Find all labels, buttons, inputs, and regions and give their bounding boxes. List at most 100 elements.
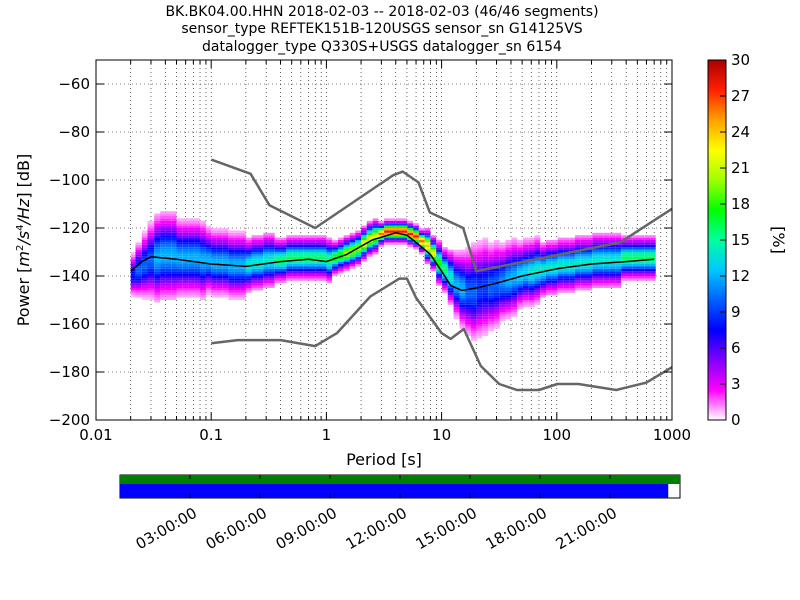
density-cell	[141, 295, 148, 298]
density-cell	[384, 232, 390, 236]
density-cell	[459, 295, 466, 298]
density-cell	[563, 288, 570, 291]
density-cell	[171, 228, 177, 231]
density-cell	[586, 278, 593, 281]
density-cell	[176, 271, 183, 274]
density-cell	[205, 254, 212, 257]
density-cell	[257, 285, 264, 288]
density-cell	[384, 225, 390, 228]
x-axis-ticks: 0.01 0.1 1 10 100 1000	[79, 60, 691, 444]
density-cell	[389, 220, 396, 224]
density-cell	[321, 266, 327, 269]
density-cell	[551, 240, 558, 243]
density-cell	[160, 252, 166, 255]
density-cell	[569, 266, 575, 269]
density-cell	[274, 276, 281, 279]
density-cell	[337, 256, 344, 260]
density-cell	[453, 295, 460, 298]
density-cell	[171, 273, 177, 276]
density-cell	[447, 297, 454, 300]
density-cell	[598, 254, 604, 257]
density-cell	[615, 240, 622, 243]
density-cell	[505, 297, 512, 300]
density-cell	[188, 240, 195, 243]
timeline-tick-label: 09:00:00	[273, 504, 340, 553]
density-cell	[528, 302, 535, 305]
density-cell	[280, 244, 287, 248]
density-cell	[194, 271, 201, 274]
density-cell	[160, 240, 166, 243]
density-cell	[488, 290, 494, 293]
density-cell	[234, 292, 241, 296]
density-cell	[326, 242, 333, 245]
density-cell	[453, 300, 460, 303]
density-cell	[436, 242, 443, 245]
density-cell	[216, 259, 223, 262]
density-cell	[511, 256, 518, 260]
density-cell	[154, 252, 161, 255]
density-cell	[194, 242, 201, 245]
density-cell	[511, 290, 518, 293]
density-cell	[603, 252, 610, 255]
density-cell	[200, 232, 206, 236]
density-cell	[592, 237, 599, 240]
density-cell	[615, 249, 622, 252]
density-cell	[615, 273, 622, 276]
density-cell	[517, 259, 523, 262]
density-cell	[430, 254, 437, 257]
density-cell	[447, 268, 454, 272]
density-cell	[171, 211, 177, 214]
density-cell	[200, 237, 206, 240]
density-cell	[592, 242, 599, 245]
density-cell	[182, 240, 189, 243]
density-cell	[603, 259, 610, 262]
density-cell	[528, 278, 535, 281]
density-cell	[160, 232, 166, 236]
density-cell	[511, 295, 518, 298]
density-cell	[407, 223, 414, 226]
density-cell	[517, 297, 523, 300]
density-cell	[141, 261, 148, 264]
density-cell	[222, 247, 229, 250]
density-cell	[476, 316, 483, 320]
density-cell	[546, 259, 552, 262]
density-cell	[626, 237, 633, 240]
density-cell	[332, 247, 338, 250]
colorbar-tick-label: 3	[731, 375, 741, 393]
density-cell	[366, 247, 373, 250]
density-cell	[286, 266, 293, 269]
density-cell	[176, 285, 183, 288]
y-tick-label: −180	[49, 363, 90, 381]
density-cell	[563, 276, 570, 279]
density-cell	[315, 278, 322, 281]
density-cell	[222, 240, 229, 243]
density-cell	[251, 254, 258, 257]
density-cell	[216, 249, 223, 252]
density-cell	[274, 254, 281, 257]
density-cell	[453, 264, 460, 267]
density-cell	[389, 240, 396, 243]
density-cell	[349, 252, 356, 255]
density-cell	[135, 259, 142, 262]
density-cell	[488, 276, 494, 279]
density-cell	[557, 288, 564, 291]
density-cell	[505, 266, 512, 269]
density-cell	[216, 261, 223, 264]
density-cell	[609, 247, 616, 250]
density-cell	[482, 244, 489, 248]
density-cell	[557, 240, 564, 243]
density-cell	[453, 285, 460, 288]
density-cell	[546, 261, 552, 264]
density-cell	[563, 259, 570, 262]
density-cell	[586, 235, 593, 238]
density-cell	[505, 276, 512, 279]
density-cell	[493, 276, 500, 279]
density-cell	[200, 266, 206, 269]
density-cell	[476, 256, 483, 260]
y-tick-label: −160	[49, 315, 90, 333]
density-cell	[598, 280, 604, 284]
density-cell	[176, 278, 183, 281]
density-cell	[632, 261, 639, 264]
density-cell	[372, 249, 379, 252]
density-cell	[471, 300, 477, 303]
